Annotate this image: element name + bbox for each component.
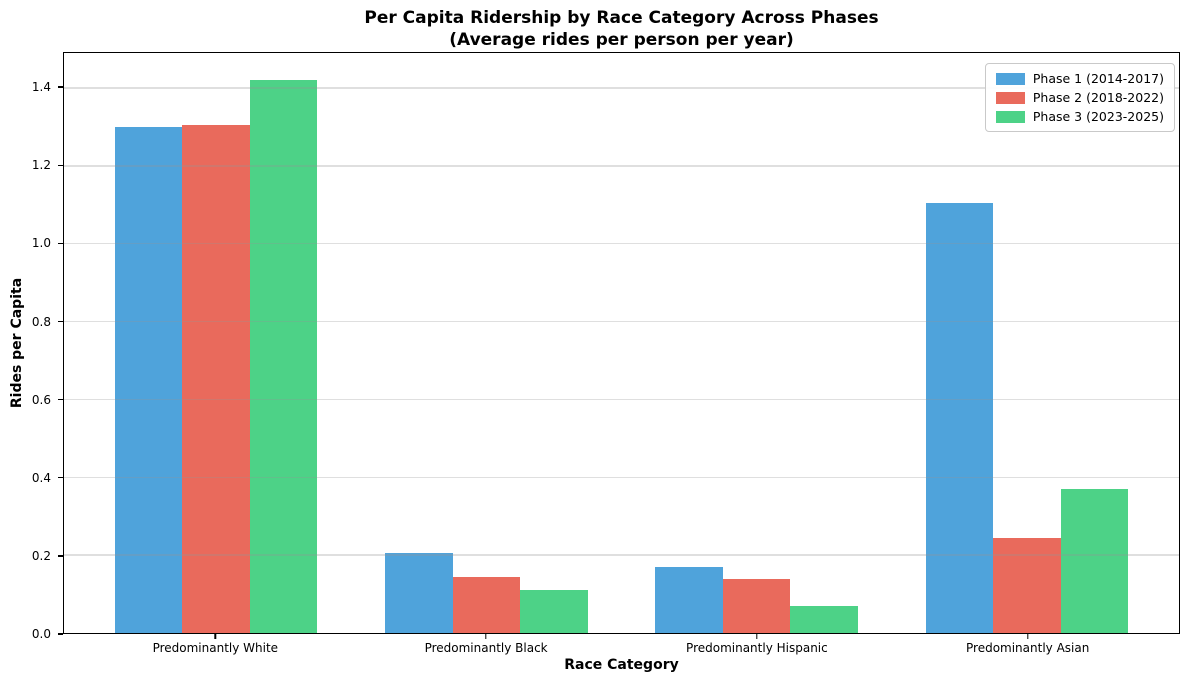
bar-phase-3-predominantly-asian xyxy=(1060,488,1129,633)
bar-phase-3-predominantly-hispanic xyxy=(790,605,858,633)
bar-phase-1-predominantly-hispanic xyxy=(655,566,723,633)
bar-phase-2-predominantly-white xyxy=(182,125,250,633)
bar-phase-3-predominantly-black xyxy=(520,590,588,633)
x-tick-label-predominantly-black: Predominantly Black xyxy=(424,641,548,655)
y-tick-label-0.6: 0.6 xyxy=(31,392,51,407)
gridline-0.4 xyxy=(64,476,1179,478)
bar-phase-2-predominantly-hispanic xyxy=(722,578,791,633)
x-tick-label-predominantly-white: Predominantly White xyxy=(152,641,279,655)
x-axis-title: Race Category xyxy=(564,657,679,673)
y-tick-mark-0.2 xyxy=(58,555,63,557)
legend-swatch-phase-3-icon xyxy=(995,110,1025,123)
gridline-0.2 xyxy=(64,554,1179,556)
legend-label-phase-3: Phase 3 (2023-2025) xyxy=(1032,109,1164,124)
bar-phase-1-predominantly-black xyxy=(384,553,453,633)
x-tick-label-predominantly-asian: Predominantly Asian xyxy=(966,641,1090,655)
y-tick-mark-0.6 xyxy=(58,398,63,401)
gridline-1.4 xyxy=(64,87,1179,89)
legend-entry-phase-2: Phase 2 (2018-2022) xyxy=(995,90,1164,105)
legend-swatch-phase-2-icon xyxy=(995,91,1025,104)
y-tick-mark-1.0 xyxy=(58,242,63,245)
bar-phase-1-predominantly-asian xyxy=(925,202,994,633)
x-tick-mark-predominantly-hispanic xyxy=(756,634,758,639)
y-tick-label-1.0: 1.0 xyxy=(31,236,51,251)
x-tick-mark-predominantly-black xyxy=(485,634,487,639)
gridline-0.6 xyxy=(64,398,1179,401)
x-tick-label-predominantly-hispanic: Predominantly Hispanic xyxy=(686,641,828,655)
y-tick-mark-1.2 xyxy=(58,164,63,166)
bar-phase-2-predominantly-black xyxy=(452,576,521,633)
y-tick-label-0.2: 0.2 xyxy=(31,548,51,563)
legend-label-phase-2: Phase 2 (2018-2022) xyxy=(1032,90,1164,105)
bar-phase-1-predominantly-white xyxy=(114,126,183,633)
bar-phase-3-predominantly-white xyxy=(249,80,318,633)
y-tick-mark-0.4 xyxy=(58,477,63,479)
x-axis: Predominantly White Predominantly Black Pr… xyxy=(63,634,1180,660)
gridline-1.0 xyxy=(64,243,1179,245)
chart-title-line1: Per Capita Ridership by Race Category Ac… xyxy=(364,8,879,28)
x-tick-mark-predominantly-white xyxy=(214,634,217,639)
y-tick-mark-1.4 xyxy=(58,86,63,88)
legend: Phase 1 (2014-2017) Phase 2 (2018-2022) … xyxy=(984,63,1175,132)
y-tick-label-1.2: 1.2 xyxy=(31,158,51,173)
plot-area: Phase 1 (2014-2017) Phase 2 (2018-2022) … xyxy=(63,52,1180,634)
y-tick-mark-0.0 xyxy=(58,633,63,635)
x-tick-mark-predominantly-asian xyxy=(1026,634,1029,639)
gridline-0.8 xyxy=(64,320,1179,323)
chart-title: Per Capita Ridership by Race Category Ac… xyxy=(63,7,1180,51)
y-tick-label-0.0: 0.0 xyxy=(31,627,51,641)
legend-swatch-phase-1-icon xyxy=(995,72,1025,85)
y-tick-label-0.8: 0.8 xyxy=(31,314,51,329)
legend-entry-phase-3: Phase 3 (2023-2025) xyxy=(995,109,1164,124)
y-tick-label-0.4: 0.4 xyxy=(31,470,51,485)
gridline-1.2 xyxy=(64,165,1179,167)
y-tick-mark-0.8 xyxy=(58,320,63,323)
y-axis: 0.0 0.2 0.4 0.6 0.8 1.0 1.2 1.4 xyxy=(0,52,63,641)
legend-label-phase-1: Phase 1 (2014-2017) xyxy=(1032,71,1164,86)
legend-entry-phase-1: Phase 1 (2014-2017) xyxy=(995,71,1164,86)
bar-phase-2-predominantly-asian xyxy=(993,537,1061,633)
y-tick-label-1.4: 1.4 xyxy=(31,80,51,95)
chart-title-line2: (Average rides per person per year) xyxy=(449,30,794,50)
